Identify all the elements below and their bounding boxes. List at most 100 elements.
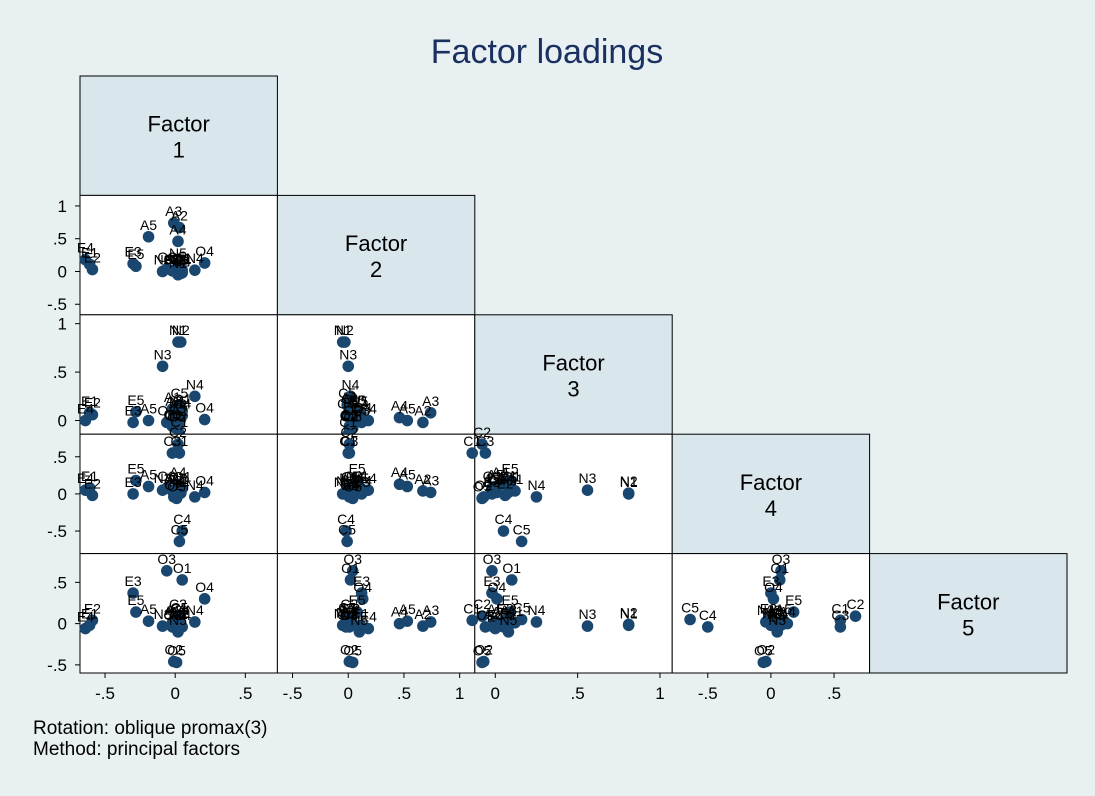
point-label-O4: O4: [764, 579, 783, 595]
x-tick-label: 0: [344, 684, 353, 703]
point-label-O3: O3: [772, 551, 791, 567]
point-label-C5: C5: [170, 252, 188, 268]
plot-area: [671, 553, 871, 674]
point-label-E5: E5: [349, 592, 366, 608]
point-label-N1: N1: [620, 605, 638, 621]
point-E5: [787, 606, 800, 618]
point-O1: [773, 574, 786, 586]
x-tick-label: 1: [455, 684, 464, 703]
point-label-A4: A4: [169, 398, 186, 414]
point-O4: [198, 257, 211, 269]
y-tick-label: 0: [58, 262, 67, 281]
point-O5: [476, 492, 488, 505]
point-N4: [344, 616, 357, 628]
point-N3: [156, 360, 169, 373]
x-tick-label: 0: [170, 684, 179, 703]
plot-area: [79, 194, 278, 316]
diagonal-label-number: 2: [370, 257, 382, 282]
point-label-A5: A5: [399, 601, 416, 617]
point-label-C2: C2: [473, 596, 491, 612]
point-label-A4: A4: [391, 398, 408, 414]
point-label-A5: A5: [775, 601, 792, 617]
point-label-C2: C2: [340, 424, 358, 440]
point-label-C1: C1: [339, 414, 357, 430]
point-O4: [198, 486, 211, 499]
point-label-C3: C3: [476, 433, 494, 449]
point-label-A1: A1: [341, 603, 358, 619]
point-C3: [166, 447, 179, 459]
point-O5: [170, 492, 183, 505]
point-label-A1: A1: [164, 389, 181, 405]
point-label-O1: O1: [173, 391, 192, 407]
point-label-C1: C1: [463, 433, 481, 449]
point-label-C2: C2: [169, 251, 187, 267]
point-label-N2: N2: [336, 604, 354, 620]
point-label-A3: A3: [165, 203, 182, 219]
point-label-A2: A2: [171, 471, 188, 487]
point-E4: [79, 414, 92, 427]
diagonal-box-5: [869, 553, 1068, 674]
point-E5: [351, 606, 363, 618]
point-label-O3: O3: [483, 468, 502, 484]
x-tick-label: 0: [766, 684, 775, 703]
point-label-C1: C1: [463, 600, 481, 616]
point-label-A2: A2: [767, 606, 784, 622]
point-label-O4: O4: [353, 400, 372, 416]
point-label-O5: O5: [473, 478, 492, 494]
point-A5: [401, 480, 414, 493]
method-note: Method: principal factors: [33, 739, 240, 760]
point-label-A5: A5: [140, 601, 157, 617]
point-label-E1: E1: [772, 605, 789, 621]
point-E5: [130, 606, 142, 618]
point-label-C1: C1: [170, 414, 188, 430]
point-label-E2: E2: [760, 600, 777, 616]
point-C5: [515, 613, 528, 626]
point-N2: [622, 487, 635, 499]
point-label-O2: O2: [164, 251, 183, 267]
point-label-C5: C5: [170, 521, 188, 537]
point-label-O5: O5: [473, 642, 492, 658]
point-label-N4: N4: [342, 602, 360, 618]
point-label-E1: E1: [352, 605, 369, 621]
point-label-N2: N2: [620, 604, 638, 620]
point-O5: [346, 656, 359, 669]
point-label-N3: N3: [154, 346, 172, 362]
point-label-E3: E3: [483, 474, 500, 490]
scatter-cell-f3-vs-f2: A1A2A3A4A5C1C2C3C4C5E1E2E3E4E5N1N2N3N4N5…: [276, 314, 476, 440]
point-label-E3: E3: [125, 244, 142, 260]
point-label-A2: A2: [414, 471, 431, 487]
diagonal-box-1: [79, 75, 278, 196]
point-C5: [173, 535, 186, 548]
point-label-E5: E5: [349, 461, 366, 477]
point-label-E2: E2: [84, 600, 101, 616]
point-N4: [189, 390, 201, 403]
point-N2: [175, 336, 187, 348]
point-label-E3: E3: [125, 402, 142, 418]
point-label-A5: A5: [399, 401, 416, 417]
point-N5: [771, 626, 784, 638]
point-O1: [505, 482, 518, 495]
point-O4: [356, 486, 369, 499]
point-label-A3: A3: [165, 602, 182, 618]
point-label-E2: E2: [84, 250, 101, 266]
point-C4: [176, 525, 189, 537]
point-label-O3: O3: [157, 551, 176, 567]
point-E5: [130, 405, 142, 418]
point-label-N5: N5: [350, 393, 368, 409]
point-label-O3: O3: [343, 468, 362, 484]
point-label-C1: C1: [170, 251, 188, 267]
point-label-E5: E5: [127, 392, 144, 408]
point-label-C5: C5: [513, 521, 531, 537]
point-A3: [424, 406, 437, 419]
y-tick-label: .5: [53, 230, 67, 249]
x-axis-factor-3: 0.5 1: [491, 673, 665, 703]
point-label-A4: A4: [492, 464, 509, 480]
point-label-A3: A3: [765, 602, 782, 618]
point-label-O1: O1: [502, 560, 521, 576]
